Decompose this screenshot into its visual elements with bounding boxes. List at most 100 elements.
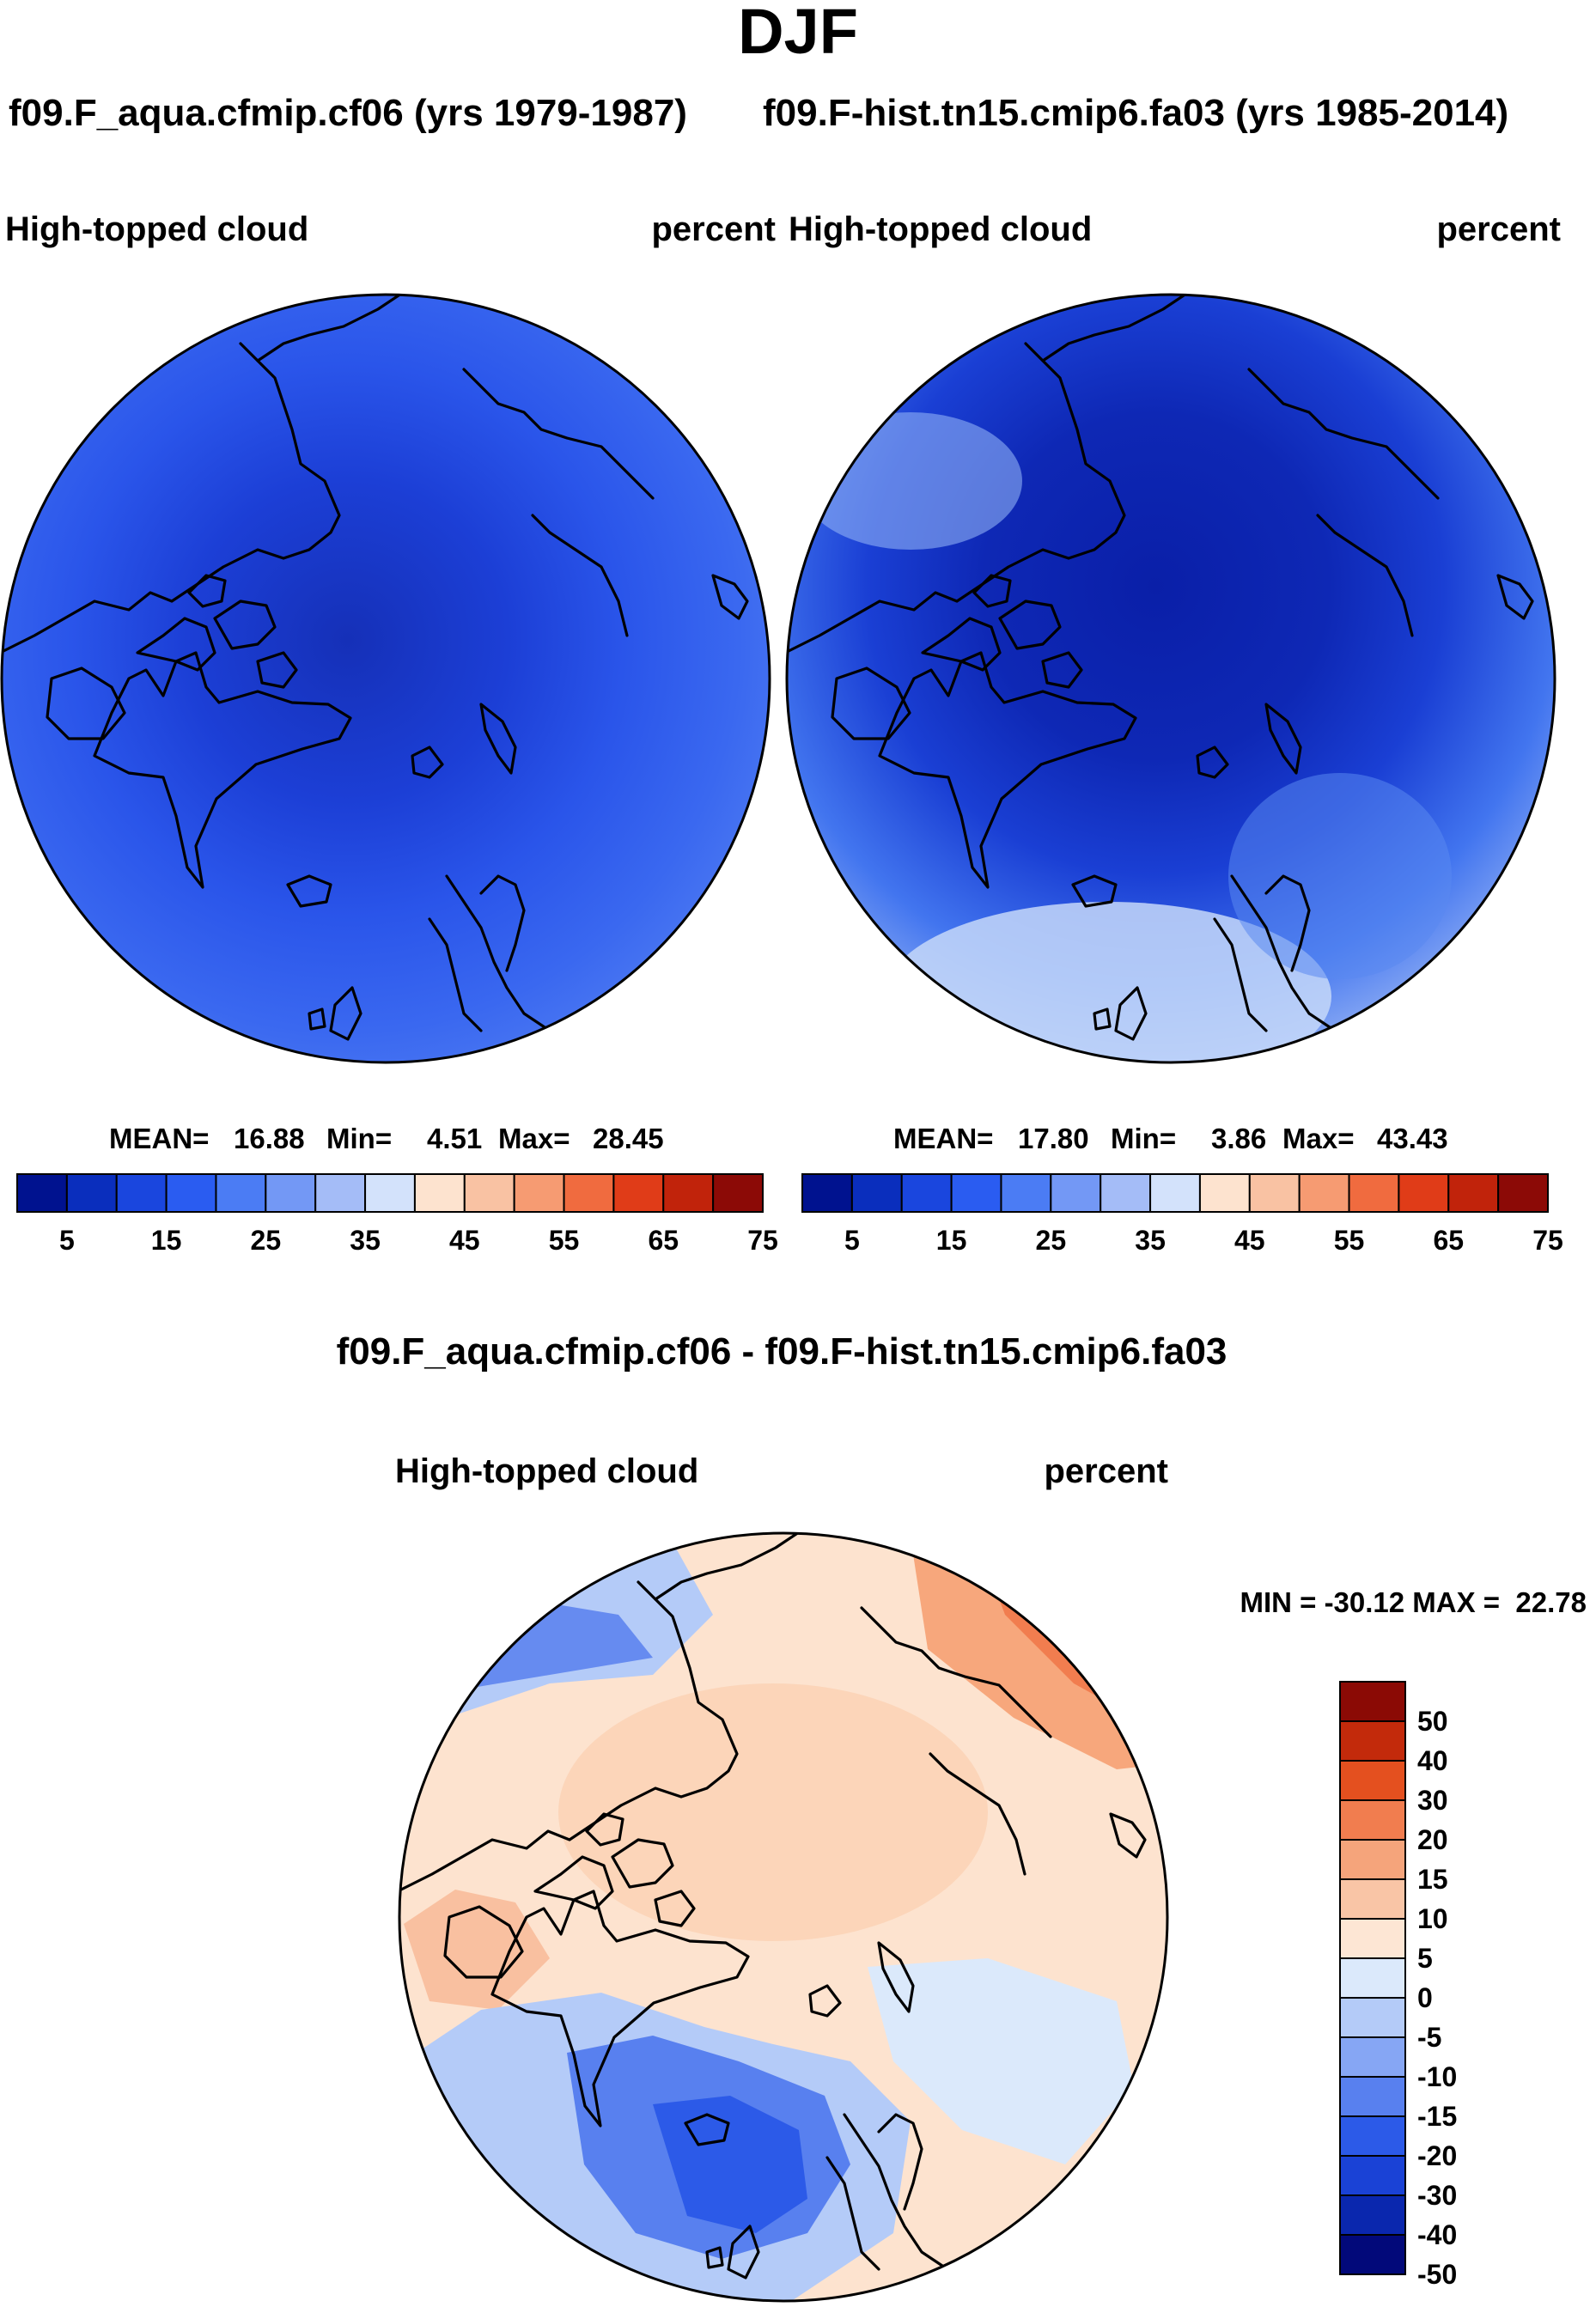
panel-a-colorbar-tick-label: 35 [350, 1225, 381, 1256]
panel-b-colorbar-tick-label: 45 [1234, 1225, 1265, 1256]
panel-a-map [2, 295, 770, 1062]
panel-a-max-value: 28.45 [593, 1123, 664, 1154]
panel-c-center-warm [558, 1683, 988, 1941]
panel-c: f09.F_aqua.cfmip.cf06 - f09.F-hist.tn15.… [337, 1330, 1587, 2303]
panel-c-greenland-warm [404, 1890, 550, 2010]
panel-b-colorbar-swatch [1149, 1173, 1201, 1213]
panel-c-colorbar-tick-label: 0 [1417, 1982, 1433, 2013]
panel-c-units: percent [1045, 1452, 1169, 1490]
season-title: DJF [738, 0, 858, 67]
panel-a-colorbar-swatch [16, 1173, 68, 1213]
panel-a-units: percent [652, 210, 777, 248]
panel-b-colorbar-swatch [1398, 1173, 1450, 1213]
panel-a-colorbar-swatch [165, 1173, 217, 1213]
panel-b-variable: High-topped cloud [789, 210, 1092, 248]
panel-c-colorbar-tick-label: -40 [1417, 2219, 1457, 2250]
panel-c-border [398, 1531, 1169, 2303]
panel-c-atlantic-colder [653, 2096, 807, 2233]
panel-a-colorbar-tick-label: 45 [449, 1225, 480, 1256]
panel-b-map [787, 295, 1555, 1062]
panel-b-colorbar-swatch [1198, 1173, 1251, 1213]
panel-b-colorbar-swatch [1298, 1173, 1350, 1213]
panel-c-colorbar-tick-label: 10 [1417, 1903, 1448, 1934]
panel-c-colorbar-tick-label: -30 [1417, 2180, 1457, 2211]
panel-b-colorbar-swatch [1447, 1173, 1500, 1213]
panel-c-colorbar-swatch [1339, 1760, 1406, 1801]
panel-a-colorbar: 5 15 25 35 45 55 65 75 [16, 1173, 778, 1256]
panel-a-colorbar-swatch [413, 1173, 466, 1213]
panel-a-border [0, 293, 771, 1064]
panel-b-colorbar-swatch [1497, 1173, 1549, 1213]
panel-c-colorbar-swatch [1339, 1878, 1406, 1920]
panel-a-colorbar-swatch [115, 1173, 168, 1213]
case-a-title: f09.F_aqua.cfmip.cf06 (yrs 1979-1987) [9, 92, 687, 134]
panel-b-pacific-patch [799, 412, 1022, 550]
panel-c-colorbar-swatch [1339, 1681, 1406, 1722]
panel-b-europe-patch [1228, 773, 1452, 979]
panel-a-colorbar-swatch [662, 1173, 715, 1213]
panel-a-coastlines [2, 295, 770, 1041]
panel-a-colorbar-swatch [612, 1173, 665, 1213]
panel-a-min-value: 4.51 [427, 1123, 482, 1154]
panel-c-colorbar-swatch [1339, 2155, 1406, 2196]
panel-a-colorbar-swatch [314, 1173, 367, 1213]
panel-c-colorbar-tick-label: 30 [1417, 1785, 1448, 1816]
panel-c-colorbar-swatch [1339, 1839, 1406, 1880]
panel-b-colorbar-tick-label: 25 [1036, 1225, 1067, 1256]
panel-a-colorbar-tick-label: 55 [549, 1225, 580, 1256]
panel-b-colorbar-tick-label: 15 [936, 1225, 967, 1256]
panel-a-colorbar-swatch [513, 1173, 565, 1213]
panel-c-colorbar-swatch [1339, 1799, 1406, 1841]
panel-b-mean-label: MEAN= [893, 1123, 993, 1154]
panel-a-colorbar-swatch [215, 1173, 267, 1213]
panel-b-colorbar-tick-label: 75 [1532, 1225, 1563, 1256]
panel-b-mean-value: 17.80 [1018, 1123, 1089, 1154]
panel-b-colorbar-swatch [801, 1173, 853, 1213]
panel-b-colorbar-tick-label: 55 [1334, 1225, 1365, 1256]
panel-b-colorbar-swatch [900, 1173, 953, 1213]
panel-c-colorbar-swatch [1339, 2234, 1406, 2275]
panel-c-colorbar-tick-label: 50 [1417, 1706, 1448, 1737]
panel-a-colorbar-swatch [712, 1173, 764, 1213]
panel-c-colorbar-tick-label: -15 [1417, 2101, 1457, 2132]
panel-a-colorbar-swatch [463, 1173, 515, 1213]
panel-c-europe-slight-cool [868, 1958, 1134, 2164]
panel-b-min-label: Min= [1111, 1123, 1176, 1154]
panel-b-max-value: 43.43 [1377, 1123, 1448, 1154]
panel-b-colorbar-tick-label: 35 [1135, 1225, 1166, 1256]
panel-c-stats: MIN = -30.12 MAX = 22.78 [1240, 1586, 1587, 1618]
panel-b: High-topped cloud percent [785, 210, 1563, 1256]
panel-a-max-label: Max= [498, 1123, 570, 1154]
panel-a-colorbar-tick-label: 25 [251, 1225, 282, 1256]
panel-a-colorbar-tick-label: 65 [648, 1225, 679, 1256]
panel-c-colorbar-swatch [1339, 1957, 1406, 1999]
case-b-title: f09.F-hist.tn15.cmip6.fa03 (yrs 1985-201… [763, 92, 1508, 134]
panel-b-max-label: Max= [1282, 1123, 1354, 1154]
panel-c-colorbar-tick-label: 40 [1417, 1745, 1448, 1776]
panel-c-map [399, 1533, 1167, 2301]
panel-c-colorbar-swatch [1339, 1997, 1406, 2038]
panel-b-units: percent [1437, 210, 1562, 248]
panel-c-colorbar-tick-label: -5 [1417, 2022, 1441, 2053]
panel-a-colorbar-swatch [563, 1173, 615, 1213]
panel-a-min-label: Min= [326, 1123, 392, 1154]
panel-c-colorbar-swatch [1339, 1918, 1406, 1959]
panel-b-colorbar-tick-label: 65 [1433, 1225, 1464, 1256]
panel-b-min-value: 3.86 [1211, 1123, 1266, 1154]
panel-b-colorbar-swatch [1348, 1173, 1400, 1213]
panel-c-colorbar-tick-label: -20 [1417, 2140, 1457, 2171]
panel-a-variable: High-topped cloud [5, 210, 308, 248]
panel-a-field [2, 295, 770, 1062]
panel-c-colorbar-swatch [1339, 2036, 1406, 2078]
diff-title: f09.F_aqua.cfmip.cf06 - f09.F-hist.tn15.… [337, 1330, 1227, 1373]
panel-c-colorbar-tick-label: -10 [1417, 2061, 1457, 2092]
panel-c-colorbar-swatch [1339, 2194, 1406, 2236]
panel-b-border [785, 293, 1556, 1064]
panel-a: High-topped cloud percent [0, 210, 778, 1256]
panel-b-colorbar-swatch [1000, 1173, 1052, 1213]
panel-c-colorbar-swatch [1339, 2115, 1406, 2157]
panel-b-colorbar-swatch [1248, 1173, 1301, 1213]
panel-b-colorbar-swatch [1050, 1173, 1102, 1213]
